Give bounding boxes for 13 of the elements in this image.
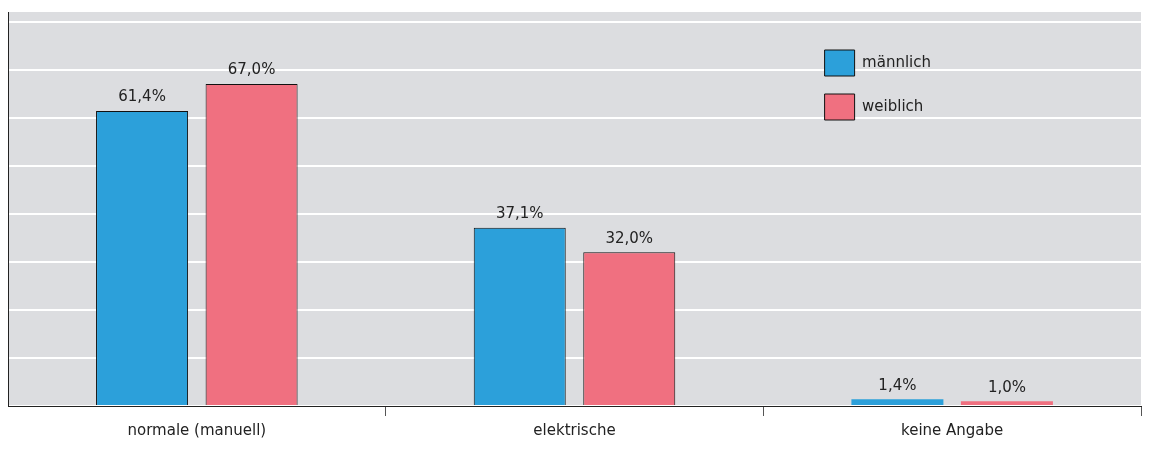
data-label: 61,4% [118,87,166,106]
data-label: 32,0% [605,228,654,247]
data-label: 1,4% [878,375,917,394]
x-tick-label: normale (manuell) [127,420,267,439]
legend-label: männlich [862,52,931,71]
bar [851,399,944,405]
legend-label: weiblich [862,96,924,115]
data-label: 1,0% [987,377,1026,396]
x-tick-label: elektrische [533,420,616,439]
data-label: 67,0% [227,60,276,79]
data-label: 37,1% [495,204,544,223]
x-tick-label: keine Angabe [901,420,1004,439]
bar [960,401,1053,405]
